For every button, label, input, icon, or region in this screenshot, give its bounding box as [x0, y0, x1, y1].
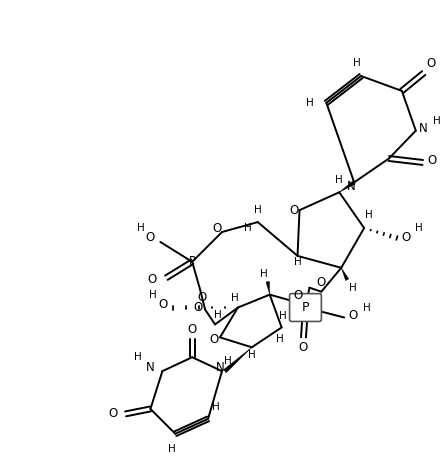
Text: H: H	[363, 303, 371, 313]
Text: N: N	[146, 361, 155, 374]
Text: O: O	[187, 323, 197, 336]
Text: O: O	[212, 221, 222, 235]
Text: H: H	[254, 205, 262, 215]
Text: N: N	[347, 180, 356, 193]
Text: O: O	[293, 289, 302, 302]
Text: H: H	[248, 350, 256, 360]
Text: H: H	[260, 269, 268, 279]
Text: H: H	[231, 293, 239, 303]
Text: H: H	[365, 210, 373, 220]
Text: O: O	[401, 231, 410, 245]
Text: O: O	[349, 309, 358, 322]
Text: P: P	[189, 255, 196, 268]
Text: H: H	[279, 310, 286, 321]
Text: O: O	[159, 298, 168, 311]
Text: H: H	[305, 98, 313, 108]
Text: H: H	[433, 116, 440, 126]
Text: O: O	[210, 333, 219, 346]
Text: H: H	[415, 223, 423, 233]
Text: O: O	[426, 57, 435, 70]
Text: H: H	[168, 444, 176, 454]
Text: H: H	[149, 289, 156, 299]
Polygon shape	[224, 347, 252, 373]
Text: O: O	[194, 301, 203, 314]
Text: H: H	[214, 309, 222, 319]
Polygon shape	[339, 181, 355, 193]
Text: H: H	[134, 352, 141, 362]
Text: O: O	[317, 276, 326, 289]
Polygon shape	[266, 281, 270, 295]
Text: H: H	[335, 175, 343, 185]
Text: H: H	[353, 58, 361, 68]
Text: H: H	[212, 402, 220, 412]
Text: P: P	[302, 301, 309, 314]
Text: N: N	[216, 361, 224, 374]
FancyBboxPatch shape	[289, 294, 321, 322]
Text: H: H	[293, 257, 301, 267]
Text: H: H	[276, 334, 284, 344]
Polygon shape	[341, 268, 349, 280]
Text: O: O	[299, 341, 308, 354]
Text: N: N	[419, 122, 428, 135]
Text: O: O	[108, 407, 117, 420]
Text: H: H	[224, 356, 232, 366]
Text: H: H	[137, 223, 144, 233]
Text: O: O	[289, 204, 298, 217]
Text: O: O	[198, 291, 207, 304]
Text: H: H	[349, 283, 357, 293]
Text: O: O	[427, 154, 436, 167]
Text: O: O	[146, 231, 155, 245]
Text: H: H	[244, 223, 252, 233]
Text: O: O	[148, 273, 157, 286]
